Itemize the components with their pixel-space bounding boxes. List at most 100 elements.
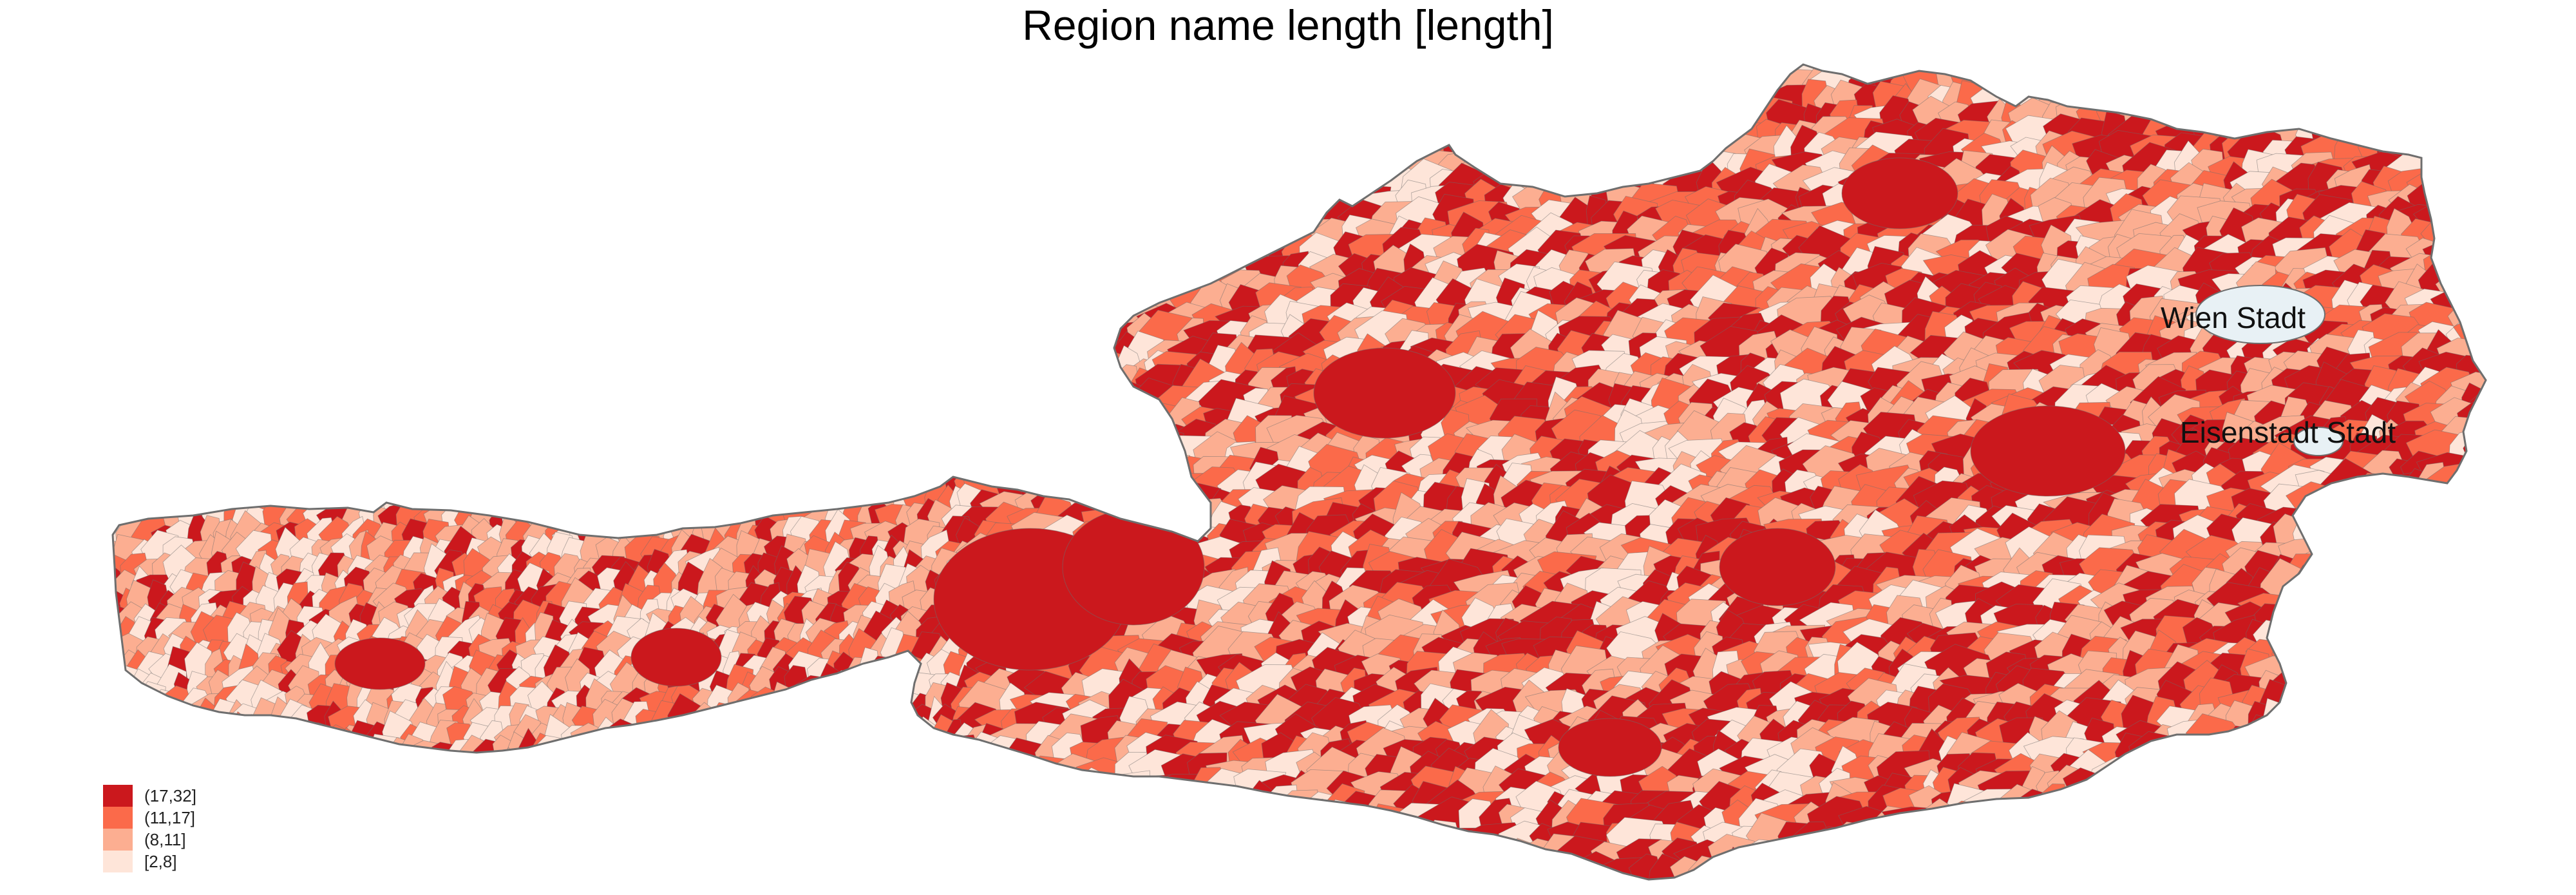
municipality-region bbox=[511, 152, 538, 191]
municipality-region bbox=[362, 134, 404, 168]
municipality-region bbox=[172, 186, 210, 222]
municipality-region bbox=[825, 169, 851, 204]
municipality-region bbox=[1007, 127, 1056, 171]
municipality-region bbox=[151, 64, 171, 70]
municipality-region bbox=[578, 195, 607, 237]
municipality-region bbox=[480, 66, 511, 104]
municipality-region bbox=[881, 684, 911, 725]
municipality-region bbox=[668, 419, 693, 457]
municipality-region bbox=[529, 231, 554, 273]
municipality-region bbox=[938, 358, 966, 383]
municipality-region bbox=[113, 331, 128, 380]
municipality-region bbox=[1296, 117, 1344, 153]
municipality-region bbox=[404, 186, 441, 222]
municipality-region bbox=[845, 307, 886, 355]
municipality-region bbox=[1423, 119, 1490, 151]
municipality-region bbox=[701, 342, 725, 396]
municipality-region bbox=[559, 398, 587, 443]
municipality-region bbox=[1187, 102, 1220, 142]
municipality-region bbox=[1103, 68, 1158, 99]
municipality-region bbox=[272, 465, 312, 512]
municipality-region bbox=[475, 64, 503, 90]
municipality-region bbox=[913, 203, 942, 235]
municipality-region bbox=[1361, 64, 1391, 93]
municipality-region bbox=[1663, 64, 1688, 68]
municipality-region bbox=[1114, 188, 1147, 217]
municipality-region bbox=[290, 399, 325, 439]
municipality-region bbox=[892, 64, 922, 89]
municipality-region bbox=[160, 168, 184, 200]
municipality-region bbox=[2477, 163, 2486, 211]
municipality-region bbox=[279, 289, 297, 319]
municipality-region bbox=[782, 349, 807, 387]
municipality-region bbox=[953, 389, 978, 419]
municipality-region bbox=[298, 64, 334, 85]
municipality-region bbox=[1224, 157, 1253, 183]
municipality-region bbox=[804, 248, 840, 287]
municipality-region bbox=[569, 135, 606, 172]
municipality-region bbox=[944, 128, 978, 172]
municipality-region bbox=[1153, 104, 1187, 133]
municipality-region bbox=[579, 37, 600, 63]
municipality-region bbox=[2360, 89, 2430, 116]
municipality-region bbox=[2171, 69, 2217, 103]
municipality-region bbox=[914, 128, 943, 171]
municipality-region bbox=[759, 401, 790, 435]
municipality-region bbox=[923, 248, 943, 288]
municipality-region bbox=[890, 64, 929, 68]
municipality-region bbox=[661, 365, 690, 408]
municipality-region bbox=[504, 253, 544, 282]
municipality-region bbox=[553, 153, 577, 186]
municipality-region bbox=[956, 249, 981, 296]
municipality-region bbox=[1700, 84, 1739, 122]
municipality-region bbox=[156, 417, 175, 463]
municipality-region bbox=[931, 186, 958, 217]
municipality-region bbox=[576, 296, 603, 340]
municipality-region bbox=[346, 422, 372, 451]
municipality-region bbox=[1182, 133, 1238, 179]
municipality-region bbox=[712, 105, 737, 136]
municipality-region bbox=[455, 465, 485, 508]
municipality-region bbox=[1250, 70, 1302, 101]
municipality-region bbox=[734, 84, 766, 118]
municipality-region bbox=[2320, 519, 2372, 559]
municipality-region bbox=[440, 64, 475, 75]
municipality-region bbox=[199, 303, 228, 338]
municipality-region bbox=[392, 64, 413, 108]
municipality-region bbox=[457, 352, 491, 387]
municipality-region bbox=[379, 316, 403, 356]
municipality-region bbox=[459, 432, 501, 468]
municipality-region bbox=[404, 70, 423, 108]
municipality-region bbox=[489, 392, 517, 443]
municipality-region bbox=[961, 185, 994, 219]
municipality-region bbox=[1585, 120, 1624, 150]
municipality-region bbox=[231, 251, 254, 287]
municipality-region bbox=[634, 64, 667, 85]
municipality-region bbox=[790, 337, 822, 371]
municipality-region bbox=[694, 64, 723, 68]
municipality-region bbox=[1587, 135, 1620, 169]
municipality-region bbox=[924, 436, 946, 474]
municipality-region bbox=[173, 302, 200, 343]
municipality-region bbox=[900, 130, 930, 179]
municipality-region bbox=[1136, 99, 1170, 135]
municipality-region bbox=[2450, 256, 2484, 287]
municipality-region bbox=[918, 403, 940, 436]
municipality-region bbox=[465, 166, 491, 215]
municipality-region bbox=[507, 267, 540, 302]
municipality-region bbox=[746, 316, 773, 360]
municipality-region bbox=[1616, 79, 1669, 122]
municipality-region bbox=[1118, 244, 1162, 292]
municipality-region bbox=[2307, 567, 2347, 610]
municipality-region bbox=[1555, 64, 1612, 89]
municipality-region bbox=[340, 218, 368, 259]
municipality-region bbox=[694, 472, 734, 503]
municipality-region bbox=[1363, 32, 1418, 64]
municipality-region bbox=[258, 218, 281, 249]
municipality-region bbox=[169, 378, 193, 424]
municipality-region bbox=[613, 362, 646, 403]
municipality-region bbox=[728, 459, 766, 511]
municipality-region bbox=[309, 118, 334, 151]
municipality-region bbox=[972, 64, 1032, 88]
municipality-region bbox=[1583, 64, 1611, 79]
